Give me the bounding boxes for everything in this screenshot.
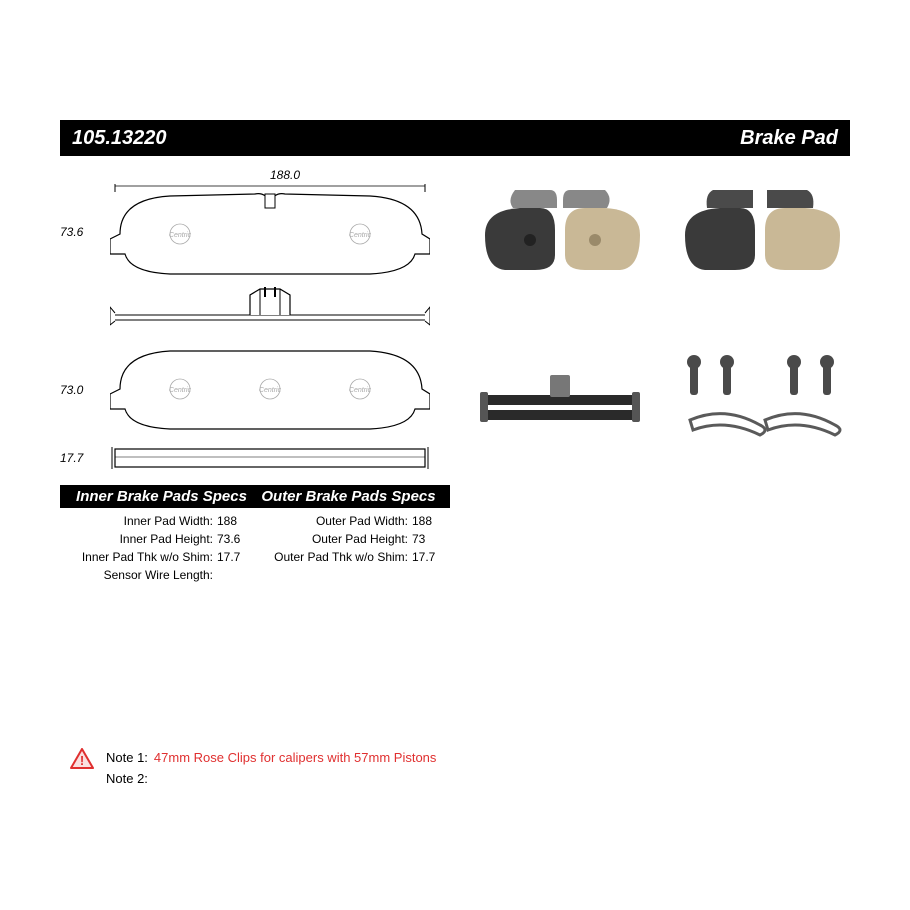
spec-value: 73.6 <box>217 530 245 548</box>
product-type: Brake Pad <box>740 127 838 150</box>
product-photo-4 <box>675 350 845 460</box>
pad2-row: 73.0 Centric Centric Centric <box>60 345 450 435</box>
spec-label: Inner Pad Width: <box>124 512 213 530</box>
note1-text: 47mm Rose Clips for calipers with 57mm P… <box>154 748 436 769</box>
note1-label: Note 1: <box>106 748 148 769</box>
svg-text:Centric: Centric <box>349 387 372 394</box>
inner-specs-title: Inner Brake Pads Specs <box>68 488 255 505</box>
dim-height-2: 73.0 <box>60 383 83 397</box>
spec-value: 188 <box>217 512 245 530</box>
header-bar: 105.13220 Brake Pad <box>60 120 850 156</box>
photo-row-2 <box>470 350 850 460</box>
spec-label: Inner Pad Height: <box>120 530 213 548</box>
note2-label: Note 2: <box>106 769 148 790</box>
notes-area: ! Note 1: 47mm Rose Clips for calipers w… <box>70 748 436 790</box>
svg-text:Centric: Centric <box>169 387 192 394</box>
svg-text:Centric: Centric <box>349 232 372 239</box>
part-number: 105.13220 <box>72 127 167 150</box>
left-column: 188.0 73.6 Centric Centric <box>60 160 450 588</box>
specs-header: Inner Brake Pads Specs Outer Brake Pads … <box>60 485 450 508</box>
warning-icon: ! <box>70 748 94 770</box>
diagram-area: 188.0 73.6 Centric Centric <box>60 160 450 473</box>
photo-row-1 <box>470 180 850 290</box>
svg-text:!: ! <box>80 753 84 768</box>
dim-height-1: 73.6 <box>60 225 83 239</box>
svg-text:Centric: Centric <box>169 232 192 239</box>
clip-svg <box>110 287 430 337</box>
spec-label: Outer Pad Width: <box>316 512 408 530</box>
outer-specs-title: Outer Brake Pads Specs <box>255 488 442 505</box>
side-svg <box>110 443 430 473</box>
spec-label: Sensor Wire Length: <box>104 566 213 584</box>
dim-width: 188.0 <box>120 168 450 182</box>
clip-row <box>60 287 450 337</box>
specs-body: Inner Pad Width:188 Inner Pad Height:73.… <box>60 508 450 588</box>
inner-specs-col: Inner Pad Width:188 Inner Pad Height:73.… <box>60 512 255 584</box>
product-photo-1 <box>475 180 645 290</box>
specs-block: Inner Brake Pads Specs Outer Brake Pads … <box>60 485 450 588</box>
spec-value: 73 <box>412 530 440 548</box>
right-column <box>470 160 850 588</box>
spec-value: 17.7 <box>412 548 440 566</box>
product-photo-2 <box>675 180 845 290</box>
outer-specs-col: Outer Pad Width:188 Outer Pad Height:73 … <box>255 512 450 584</box>
spec-label: Inner Pad Thk w/o Shim: <box>82 548 213 566</box>
dim-thickness: 17.7 <box>60 451 83 465</box>
spec-value: 188 <box>412 512 440 530</box>
brake-pad-bottom-svg: Centric Centric Centric <box>110 345 430 435</box>
spec-label: Outer Pad Height: <box>312 530 408 548</box>
svg-text:Centric: Centric <box>259 387 282 394</box>
spec-label: Outer Pad Thk w/o Shim: <box>274 548 408 566</box>
thickness-row: 17.7 <box>60 443 450 473</box>
spec-value <box>217 566 245 584</box>
content-area: 188.0 73.6 Centric Centric <box>60 160 850 588</box>
product-photo-3 <box>475 350 645 460</box>
note-lines: Note 1: 47mm Rose Clips for calipers wit… <box>106 748 436 790</box>
pad1-row: 73.6 Centric Centric <box>60 184 450 279</box>
spec-value: 17.7 <box>217 548 245 566</box>
brake-pad-top-svg: Centric Centric <box>110 184 430 279</box>
